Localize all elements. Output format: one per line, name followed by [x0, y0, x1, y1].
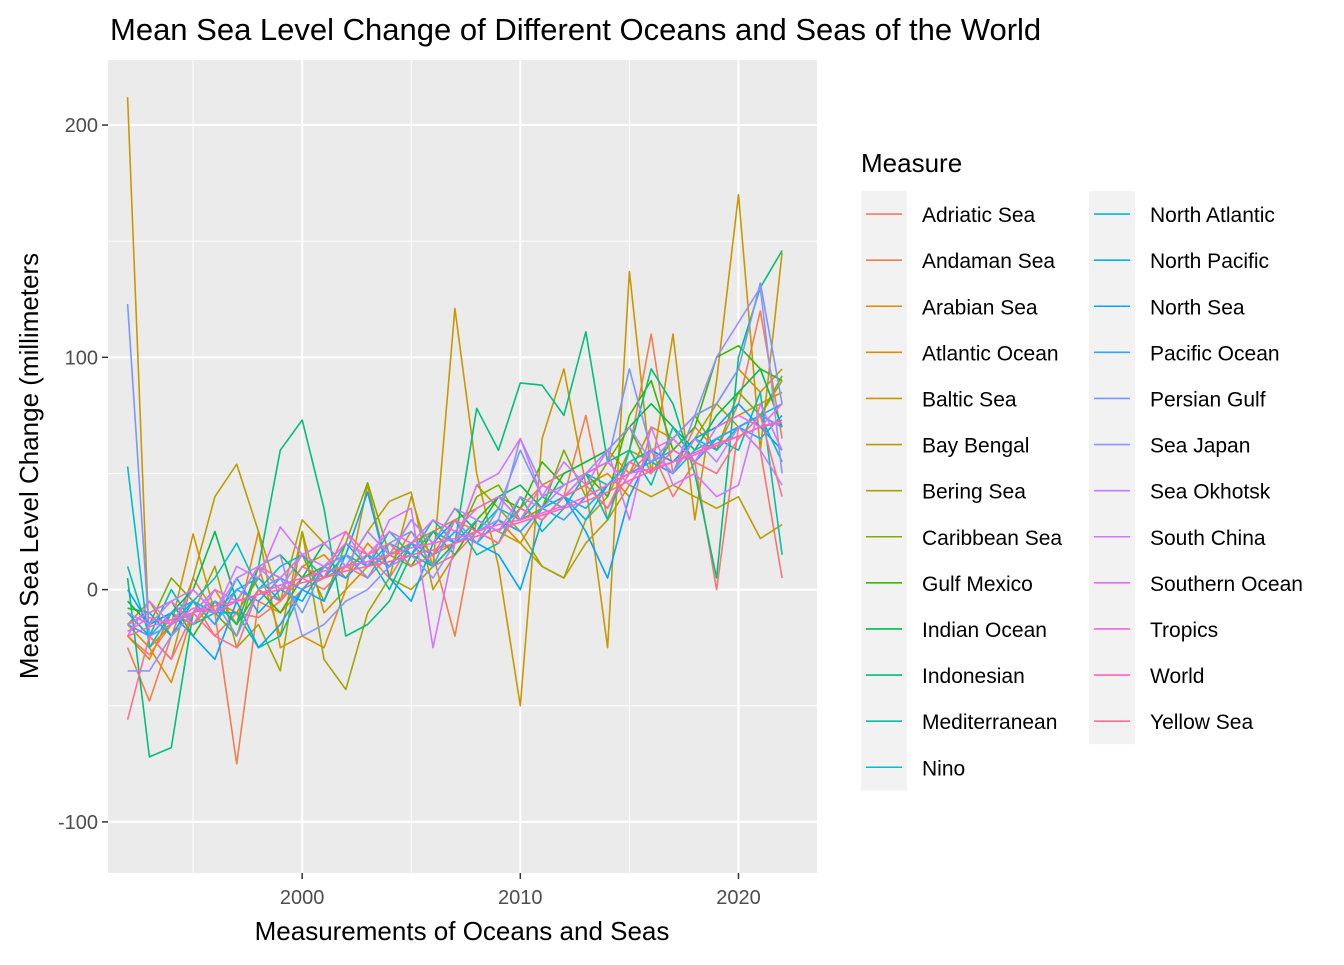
legend-label: Tropics	[1150, 619, 1218, 642]
legend-label: Andaman Sea	[922, 250, 1055, 273]
legend-label: Sea Japan	[1150, 435, 1250, 458]
legend-label: Pacific Ocean	[1150, 342, 1280, 365]
y-axis-label: Mean Sea Level Change (millimeters	[14, 253, 44, 679]
legend: Measure Adriatic Sea Andaman Sea Arabian S…	[861, 148, 1303, 791]
legend-label: North Atlantic	[1150, 204, 1275, 227]
legend-label: Indian Ocean	[922, 619, 1047, 642]
chart-title: Mean Sea Level Change of Different Ocean…	[110, 12, 1041, 47]
axes: 2000 2010 2020 -100 0 100 200	[58, 115, 761, 909]
legend-label: Bay Bengal	[922, 435, 1029, 458]
legend-label: Bering Sea	[922, 481, 1026, 504]
legend-label: Southern Ocean	[1150, 573, 1303, 596]
y-tick-label: 100	[65, 347, 98, 369]
legend-label: North Pacific	[1150, 250, 1269, 273]
series-line-world	[127, 419, 783, 637]
series-line-yellow-sea	[126, 414, 783, 720]
plot-panel	[108, 60, 817, 873]
legend-label: World	[1150, 665, 1204, 688]
legend-label: South China	[1150, 527, 1266, 550]
y-tick-label: 0	[87, 580, 98, 602]
y-tick-label: -100	[58, 812, 98, 834]
legend-label: North Sea	[1150, 296, 1245, 319]
x-tick-label: 2000	[280, 887, 325, 909]
x-tick-label: 2010	[498, 887, 543, 909]
legend-label: Yellow Sea	[1150, 711, 1253, 734]
y-tick-label: 200	[65, 115, 98, 137]
legend-label: Adriatic Sea	[922, 204, 1036, 227]
legend-label: Gulf Mexico	[922, 573, 1033, 596]
legend-label: Mediterranean	[922, 711, 1057, 734]
legend-key-background	[1089, 191, 1135, 745]
legend-label: Nino	[922, 757, 965, 780]
legend-label: Arabian Sea	[922, 296, 1038, 319]
legend-label: Atlantic Ocean	[922, 342, 1059, 365]
x-axis-label: Measurements of Oceans and Seas	[255, 916, 670, 946]
series-line-sea-okhotsk	[127, 426, 783, 626]
legend-label: Caribbean Sea	[922, 527, 1062, 550]
legend-label: Persian Gulf	[1150, 388, 1266, 411]
x-tick-label: 2020	[716, 887, 761, 909]
legend-label: Baltic Sea	[922, 388, 1017, 411]
legend-label: Sea Okhotsk	[1150, 481, 1271, 504]
legend-label: Indonesian	[922, 665, 1025, 688]
legend-title: Measure	[861, 148, 962, 178]
series-lines	[126, 97, 783, 765]
